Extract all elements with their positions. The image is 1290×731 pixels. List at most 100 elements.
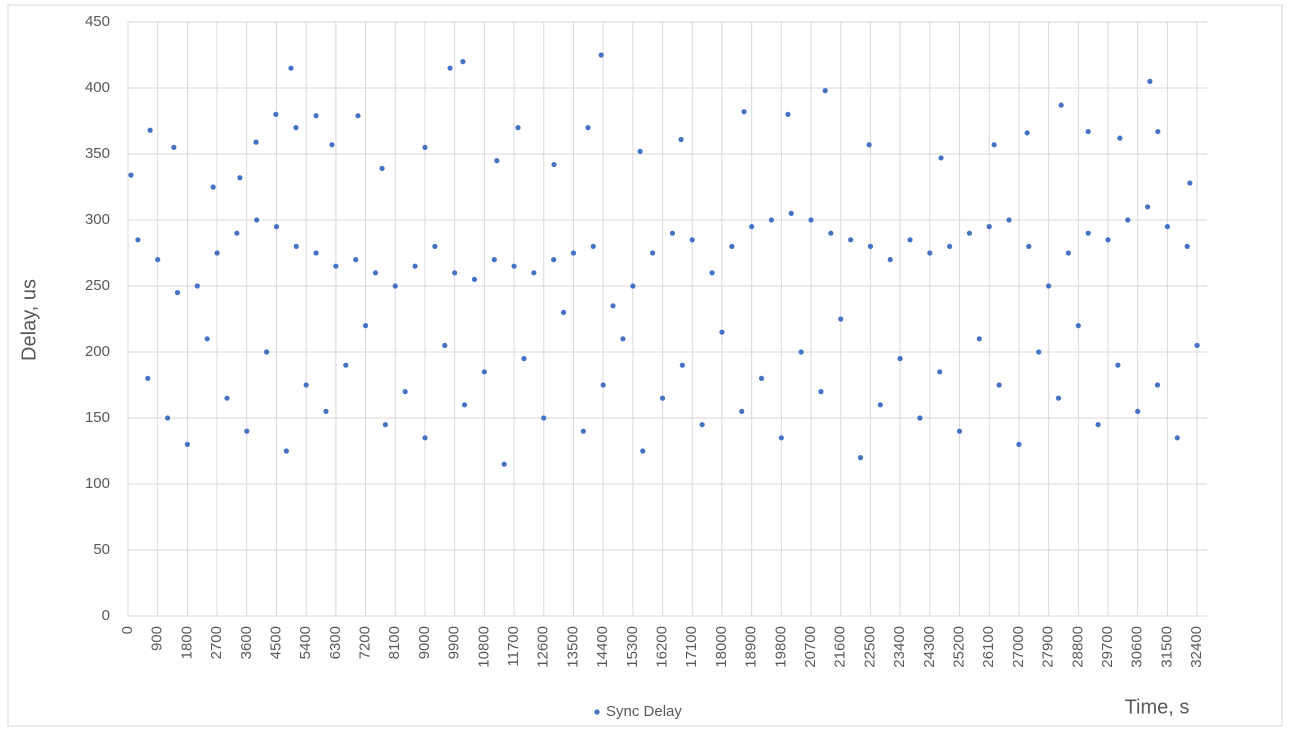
x-tick-label: 31500 [1158,626,1175,668]
point [1174,435,1180,441]
x-tick-label: 28800 [1069,626,1086,668]
point [313,113,319,119]
point [659,395,666,401]
point [353,257,359,263]
x-tick-label: 15300 [624,626,641,668]
point [897,356,903,362]
point [355,113,361,119]
point [263,349,270,355]
point [1147,78,1153,84]
x-tick-label: 22500 [861,626,878,668]
point [379,165,385,172]
point [1145,204,1151,210]
point [866,142,872,148]
point [822,88,828,94]
point [785,111,791,117]
x-tick-label: 2700 [208,626,225,659]
point [788,210,794,216]
x-tick-label: 19800 [772,626,789,668]
x-tick-label: 23400 [891,626,908,668]
point [1085,128,1091,135]
point [392,283,398,289]
x-tick-label: 9900 [446,626,463,659]
point [511,263,517,269]
point [1164,224,1171,230]
point [986,224,992,230]
point [580,428,586,434]
point [1046,283,1052,289]
point [877,402,883,408]
point [135,237,141,243]
y-tick-label: 200 [85,343,110,360]
x-tick-label: 3600 [238,626,255,659]
x-tick-label: 7200 [357,626,374,659]
point [630,283,636,289]
point [145,375,151,381]
point [610,303,616,309]
y-tick-label: 400 [85,79,110,96]
point [848,237,854,243]
point [917,415,923,421]
chart-frame [7,4,1283,727]
point [709,270,715,276]
point [283,448,289,454]
point [372,270,379,276]
x-tick-label: 18900 [743,626,760,668]
point [432,243,438,249]
point [620,336,626,342]
x-tick-label: 900 [149,626,166,651]
point [214,250,220,256]
point [237,175,243,181]
point [1058,102,1064,108]
y-tick-label: 100 [85,475,110,492]
point [471,276,478,282]
point [867,243,874,249]
point [521,356,527,362]
point [1115,362,1121,368]
point [184,441,190,447]
x-tick-label: 25200 [950,626,967,668]
point [343,362,349,368]
point [650,250,656,256]
y-axis-title: Delay, us [18,279,40,361]
point [907,237,913,243]
point [171,144,177,150]
point [1155,128,1161,135]
point [1184,243,1190,249]
x-tick-label: 12600 [535,626,552,668]
point [699,422,705,428]
point [1095,422,1101,428]
point [590,243,596,249]
x-tick-label: 24300 [921,626,938,668]
point [749,224,755,230]
point [541,415,547,421]
point [1055,395,1062,401]
point [758,375,765,381]
point [422,144,428,150]
point [818,389,824,395]
point [991,142,997,148]
point [1024,130,1030,136]
x-tick-label: 29700 [1099,626,1116,668]
point [422,435,428,441]
point [412,263,418,269]
point [303,382,309,388]
point [128,172,134,178]
point [1085,230,1091,236]
x-tick-label: 26100 [980,626,997,668]
x-axis-title: Time, s [1125,696,1190,718]
point [966,230,973,236]
point [293,243,299,249]
point [447,65,453,71]
point [382,422,388,428]
x-tick-label: 1800 [178,626,195,659]
point [333,263,339,269]
x-tick-label: 4500 [267,626,284,659]
point [768,217,775,223]
point [927,250,933,256]
point [741,109,747,115]
point [976,336,982,342]
point [531,270,537,276]
x-tick-label: 21600 [832,626,849,668]
point [501,461,507,467]
